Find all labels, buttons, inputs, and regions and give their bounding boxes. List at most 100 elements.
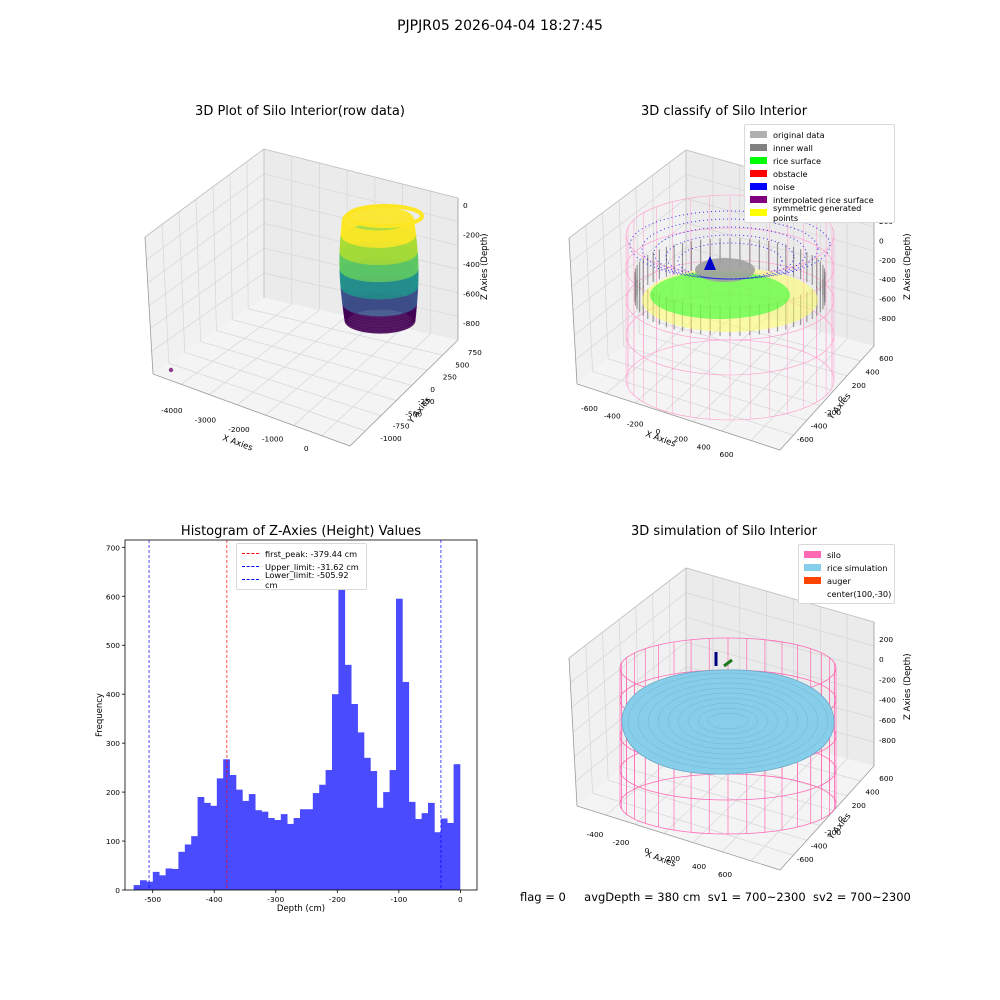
legend-swatch bbox=[750, 131, 767, 138]
y-tick-label: -200 bbox=[824, 408, 841, 417]
x-tick-label: -500 bbox=[144, 895, 161, 904]
hist-bar bbox=[274, 820, 282, 890]
hist-bar bbox=[312, 793, 320, 890]
z-tick-label: -800 bbox=[879, 314, 896, 323]
grid-line bbox=[750, 338, 848, 441]
z-tick-label: -400 bbox=[463, 260, 480, 269]
hist-bar bbox=[223, 759, 230, 890]
noise-points bbox=[641, 218, 819, 280]
legend-swatch bbox=[750, 196, 767, 203]
hist-bar bbox=[306, 809, 314, 890]
legend-swatch bbox=[804, 551, 821, 558]
y-tick-label: 300 bbox=[106, 739, 120, 748]
legend-entry: first_peak: -379.44 cm bbox=[242, 547, 361, 560]
y-tick-label: -200 bbox=[824, 828, 841, 837]
panel2-point-cloud bbox=[625, 194, 835, 421]
legend-line bbox=[242, 566, 259, 567]
legend-label: original data bbox=[773, 129, 825, 140]
hist-bar bbox=[133, 885, 141, 890]
x-tick-label: 200 bbox=[674, 435, 688, 444]
hist-bar bbox=[204, 802, 211, 890]
z-tick-label: -800 bbox=[463, 319, 480, 328]
hist-bar bbox=[383, 792, 390, 890]
x-tick-label: 600 bbox=[718, 870, 732, 879]
hist-bar bbox=[428, 802, 435, 890]
grid-line bbox=[232, 319, 428, 371]
noise-points bbox=[677, 242, 783, 280]
y-tick-label: -1000 bbox=[380, 434, 402, 443]
y-tick-label: -750 bbox=[393, 422, 410, 431]
legend-entry: Lower_limit: -505.92 cm bbox=[242, 570, 361, 590]
legend-label: rice surface bbox=[773, 155, 822, 166]
panel2-zlabel: Z Axies (Depth) bbox=[903, 233, 913, 300]
hist-bar bbox=[172, 868, 179, 890]
hist-bar bbox=[370, 771, 378, 890]
hist-bar bbox=[146, 881, 154, 890]
z-tick-label: 200 bbox=[879, 635, 893, 644]
x-tick-label: 400 bbox=[692, 862, 706, 871]
grid-line bbox=[180, 303, 292, 385]
legend-entry: auger bbox=[804, 574, 889, 587]
y-tick-label: 400 bbox=[865, 787, 879, 796]
hist-bar bbox=[344, 664, 352, 890]
panel4-silo-simulation bbox=[619, 637, 837, 835]
grid-line bbox=[216, 330, 412, 386]
x-tick-label: 0 bbox=[645, 846, 650, 855]
hist-bar bbox=[287, 823, 294, 890]
grid-line bbox=[623, 767, 821, 826]
x-tick-label: -400 bbox=[206, 895, 223, 904]
hist-bar bbox=[402, 681, 410, 890]
grid-line bbox=[608, 358, 807, 421]
y-tick-label: -400 bbox=[811, 842, 828, 851]
y-tick-label: -600 bbox=[797, 855, 814, 864]
rice-mesh-line bbox=[647, 682, 809, 760]
hist-bar bbox=[325, 770, 333, 890]
legend-entry: center(100,-30) bbox=[804, 587, 891, 600]
x-tick-label: 200 bbox=[666, 854, 680, 863]
hist-bar bbox=[447, 822, 454, 890]
x-tick-label: 600 bbox=[720, 450, 734, 459]
z-tick-label: -400 bbox=[879, 275, 896, 284]
grid-line bbox=[200, 341, 397, 401]
legend-swatch bbox=[750, 144, 767, 151]
grid-line bbox=[592, 792, 794, 856]
panel2-ticks: -600-400-2000200400600-600-400-200020040… bbox=[581, 217, 896, 459]
y-tick-label: -250 bbox=[418, 397, 435, 406]
point-band-top bbox=[346, 204, 424, 228]
grid-line bbox=[321, 333, 431, 436]
y-tick-label: 200 bbox=[106, 788, 120, 797]
grid-line bbox=[750, 758, 848, 862]
hist-bar bbox=[165, 868, 173, 890]
x-tick-label: -200 bbox=[613, 838, 630, 847]
legend-label: first_peak: -379.44 cm bbox=[265, 548, 358, 559]
hist-bar bbox=[152, 871, 160, 890]
panel2-legend: original data inner wall rice surface obsta… bbox=[744, 124, 895, 223]
z-tick-label: -600 bbox=[879, 716, 896, 725]
hist-bar bbox=[396, 598, 403, 890]
x-tick-label: -3000 bbox=[195, 415, 217, 424]
y-tick-label: 0 bbox=[115, 886, 120, 895]
hist-bar bbox=[229, 774, 237, 890]
hist-bar bbox=[197, 796, 205, 890]
panel3-legend: first_peak: -379.44 cm Upper_limit: -31.6… bbox=[236, 543, 367, 590]
x-tick-label: 0 bbox=[304, 444, 309, 453]
panel3-bars: -500 -400 -300 -200 -100 0 0 100 200 300 400 500 600… bbox=[106, 539, 478, 904]
z-tick-label: -800 bbox=[879, 736, 896, 745]
pane-floor bbox=[577, 296, 874, 450]
rice-mesh-line bbox=[657, 687, 799, 755]
hist-bar bbox=[159, 875, 166, 890]
x-tick-label: -600 bbox=[581, 404, 598, 413]
x-tick-label: -2000 bbox=[228, 425, 250, 434]
grid-line bbox=[639, 333, 834, 391]
grid-line bbox=[293, 327, 403, 426]
noise-points bbox=[629, 210, 831, 280]
z-tick-label: 0 bbox=[463, 201, 468, 210]
y-tick-label: 500 bbox=[455, 360, 469, 369]
hist-bar bbox=[210, 805, 218, 890]
legend-entry: rice surface bbox=[750, 154, 889, 167]
hist-bar bbox=[389, 770, 397, 890]
rice-mesh-line bbox=[627, 672, 829, 770]
z-tick-label: 0 bbox=[879, 655, 884, 664]
flag-text: flag = 0 bbox=[520, 890, 566, 904]
